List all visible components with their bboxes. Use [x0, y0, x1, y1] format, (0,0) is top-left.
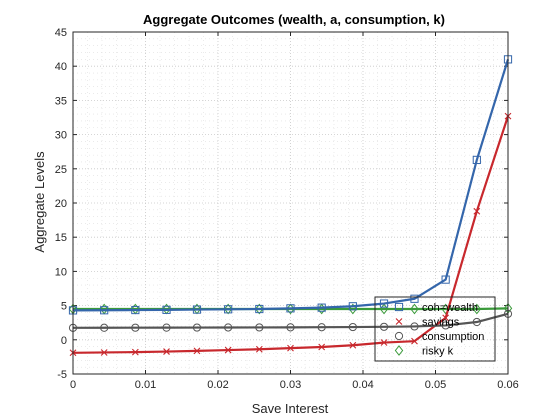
- legend-label: savings: [422, 317, 460, 329]
- data-point: [411, 337, 418, 345]
- legend-box: [374, 296, 496, 362]
- data-point: [192, 323, 202, 332]
- y-tick-label: 15: [55, 232, 67, 244]
- legend-item: consumption: [394, 331, 484, 343]
- x-tick-label: 0.03: [280, 379, 301, 391]
- data-point: [318, 343, 326, 351]
- y-tick-label: 30: [55, 130, 67, 142]
- legend-marker: [395, 318, 403, 325]
- data-point: [379, 299, 389, 308]
- data-point: [348, 322, 357, 332]
- series-layer: [68, 55, 513, 357]
- data-point: [379, 322, 389, 331]
- data-point: [162, 323, 171, 332]
- legend-item: risky k: [394, 345, 454, 358]
- series-coh-wealth: [68, 55, 513, 315]
- legend-label: risky k: [422, 346, 454, 358]
- data-point: [380, 339, 388, 346]
- data-point: [224, 305, 233, 314]
- data-point: [442, 314, 450, 322]
- y-tick-label: 20: [55, 198, 67, 210]
- data-point: [255, 323, 264, 332]
- data-point: [472, 317, 481, 327]
- x-tick-label: 0.01: [135, 379, 156, 391]
- series-line: [72, 59, 510, 312]
- data-point: [131, 323, 140, 332]
- plot-frame: [72, 31, 509, 375]
- data-point: [255, 304, 264, 314]
- data-point: [255, 303, 264, 315]
- data-point: [349, 341, 357, 349]
- data-point: [192, 305, 202, 314]
- data-point: [472, 155, 481, 165]
- legend-marker: [394, 331, 404, 341]
- data-point: [100, 349, 108, 356]
- legend-item: coh=wealth: [394, 302, 478, 314]
- data-point: [286, 323, 295, 332]
- data-point: [163, 348, 170, 355]
- series-line: [72, 312, 509, 329]
- y-tick-label: 40: [55, 61, 67, 73]
- legend-marker: [394, 345, 404, 356]
- axis-ticks: 0 0.01 0.02 0.03 0.04 0.05 0.06-50510152025303…: [55, 27, 519, 391]
- data-point: [287, 344, 294, 352]
- data-point: [472, 303, 482, 315]
- data-point: [162, 305, 171, 314]
- data-point: [100, 323, 109, 332]
- y-tick-label: 45: [55, 27, 67, 39]
- data-point: [193, 347, 201, 355]
- data-point: [317, 323, 326, 332]
- data-point: [286, 304, 295, 313]
- data-point: [224, 323, 233, 332]
- y-tick-label: 35: [55, 95, 67, 107]
- data-point: [410, 303, 419, 315]
- legend-marker: [394, 302, 404, 312]
- x-tick-label: 0.02: [207, 379, 228, 391]
- data-point: [441, 321, 450, 330]
- data-point: [473, 207, 481, 215]
- legend-label: consumption: [422, 331, 484, 343]
- y-tick-label: 5: [61, 301, 67, 313]
- x-tick-label: 0.04: [352, 379, 373, 391]
- data-point: [131, 348, 139, 356]
- data-point: [131, 305, 140, 315]
- x-tick-label: 0.06: [497, 379, 518, 391]
- data-point: [255, 345, 263, 353]
- data-point: [317, 303, 326, 312]
- legend: coh=wealth savings consumption risky k: [374, 296, 496, 362]
- data-point: [224, 346, 232, 354]
- y-tick-label: 0: [61, 335, 67, 347]
- y-tick-label: 25: [55, 164, 67, 176]
- data-point: [348, 303, 358, 315]
- x-axis-label: Save Interest: [252, 401, 329, 416]
- data-point: [441, 275, 450, 284]
- y-tick-label: 10: [55, 266, 67, 278]
- y-axis-label: Aggregate Levels: [32, 151, 47, 253]
- data-point: [223, 303, 233, 315]
- data-point: [348, 302, 357, 311]
- chart-title: Aggregate Outcomes (wealth, a, consumpti…: [143, 12, 445, 27]
- data-point: [100, 306, 109, 315]
- legend-label: coh=wealth: [422, 302, 478, 314]
- x-tick-label: 0.05: [425, 379, 446, 391]
- data-point: [410, 294, 419, 303]
- data-point: [410, 322, 419, 331]
- x-tick-label: 0: [70, 379, 76, 391]
- y-tick-label: -5: [57, 369, 67, 381]
- legend-item: savings: [395, 317, 460, 329]
